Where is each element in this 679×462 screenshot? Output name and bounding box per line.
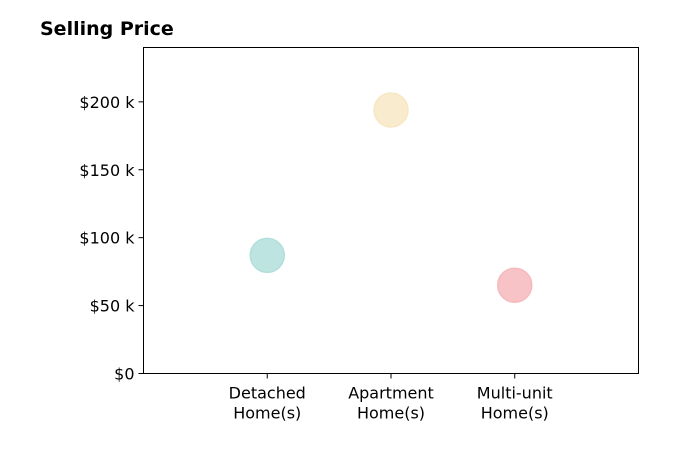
y-tick-label: $50 k <box>90 297 136 316</box>
x-tick-label: Detached Home(s) <box>229 384 306 423</box>
y-tick-label: $150 k <box>79 161 135 180</box>
x-tick-label: Apartment Home(s) <box>348 384 434 423</box>
data-point <box>497 267 533 303</box>
chart-title: Selling Price <box>40 18 174 40</box>
y-axis: $0 $50 k $100 k $150 k $200 k <box>79 93 144 384</box>
y-tick-label: $100 k <box>79 229 135 248</box>
x-tick-label: Multi-unit Home(s) <box>477 384 553 423</box>
data-point <box>249 237 285 274</box>
y-tick-label: $0 <box>114 365 134 384</box>
data-point <box>373 92 409 128</box>
x-axis: Detached Home(s) Apartment Home(s) Multi-uni… <box>229 373 553 423</box>
data-points <box>249 92 533 303</box>
y-tick-label: $200 k <box>79 93 135 112</box>
